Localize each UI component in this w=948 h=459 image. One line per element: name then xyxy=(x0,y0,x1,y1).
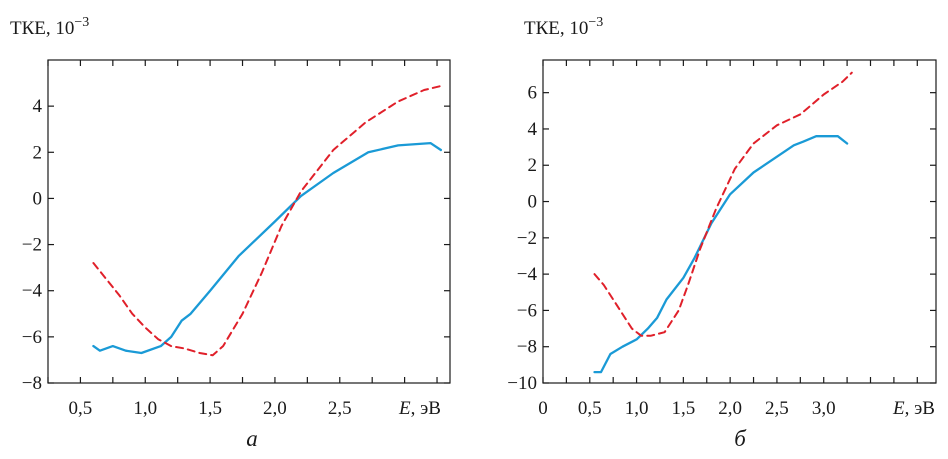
chart-b-y-tick-label: −6 xyxy=(517,300,537,321)
chart-b-frame xyxy=(542,59,937,384)
chart-b-y-tick-label: −10 xyxy=(507,373,537,394)
chart-a-y-tick-label: −4 xyxy=(22,281,43,302)
chart-a-y-tick-label: −2 xyxy=(22,235,42,256)
chart-panel-a: ТКЕ, 10−3 4 2 0 −2 −4 −6 −8 0,5 1,0 1,5 2,0 2,5 E, э… xyxy=(10,15,451,451)
chart-a-x-tick-label: 2,0 xyxy=(263,398,287,419)
chart-b-x-tick-label: 3,0 xyxy=(812,398,836,419)
chart-b-series-solid-blue-line xyxy=(593,135,849,374)
chart-b-series-dashed-red-line xyxy=(593,71,853,337)
chart-a-x-tick-label: 0,5 xyxy=(69,398,93,419)
chart-a-series-dashed-red-line xyxy=(92,84,445,357)
chart-a-x-tick-label: 2,5 xyxy=(328,398,352,419)
chart-b-y-tick-label: −4 xyxy=(517,264,538,285)
chart-a-x-tick-label: 1,5 xyxy=(198,398,222,419)
chart-b-x-tick-label: 0,5 xyxy=(578,398,602,419)
chart-a-x-tick-label: 1,0 xyxy=(133,398,157,419)
chart-b-x-tick-label: 0 xyxy=(538,398,548,419)
chart-a-plot-area: 4 2 0 −2 −4 −6 −8 0,5 1,0 1,5 2,0 2,5 E, эВ xyxy=(22,59,451,419)
chart-a-y-tick-label: −6 xyxy=(22,327,42,348)
chart-a-y-tick-label: 2 xyxy=(33,142,43,163)
chart-b-x-axis-title: E, эВ xyxy=(892,398,935,419)
chart-b-panel-label: б xyxy=(734,426,747,451)
chart-b-x-tick-label: 2,5 xyxy=(765,398,789,419)
chart-b-y-tick-label: 6 xyxy=(528,83,538,104)
chart-a-series-solid-blue-line xyxy=(92,141,443,355)
chart-b-x-tick-label: 2,0 xyxy=(718,398,742,419)
chart-a-panel-label: а xyxy=(246,426,258,451)
chart-b-y-tick-label: 4 xyxy=(528,119,538,140)
chart-a-frame xyxy=(47,59,451,384)
chart-a-x-axis-title: E, эВ xyxy=(398,398,441,419)
chart-b-y-tick-label: −2 xyxy=(517,228,537,249)
chart-a-y-tick-label: 0 xyxy=(33,188,43,209)
chart-a-y-tick-label: 4 xyxy=(33,96,43,117)
chart-b-y-tick-label: 0 xyxy=(528,192,538,213)
chart-b-x-tick-label: 1,0 xyxy=(625,398,649,419)
chart-a-y-axis-title: ТКЕ, 10−3 xyxy=(10,15,89,39)
chart-a-y-tick-label: −8 xyxy=(22,373,42,394)
chart-b-y-tick-label: −8 xyxy=(517,337,537,358)
chart-b-y-tick-label: 2 xyxy=(528,155,538,176)
chart-b-x-tick-label: 1,5 xyxy=(671,398,695,419)
chart-b-y-axis-title: ТКЕ, 10−3 xyxy=(524,15,603,39)
